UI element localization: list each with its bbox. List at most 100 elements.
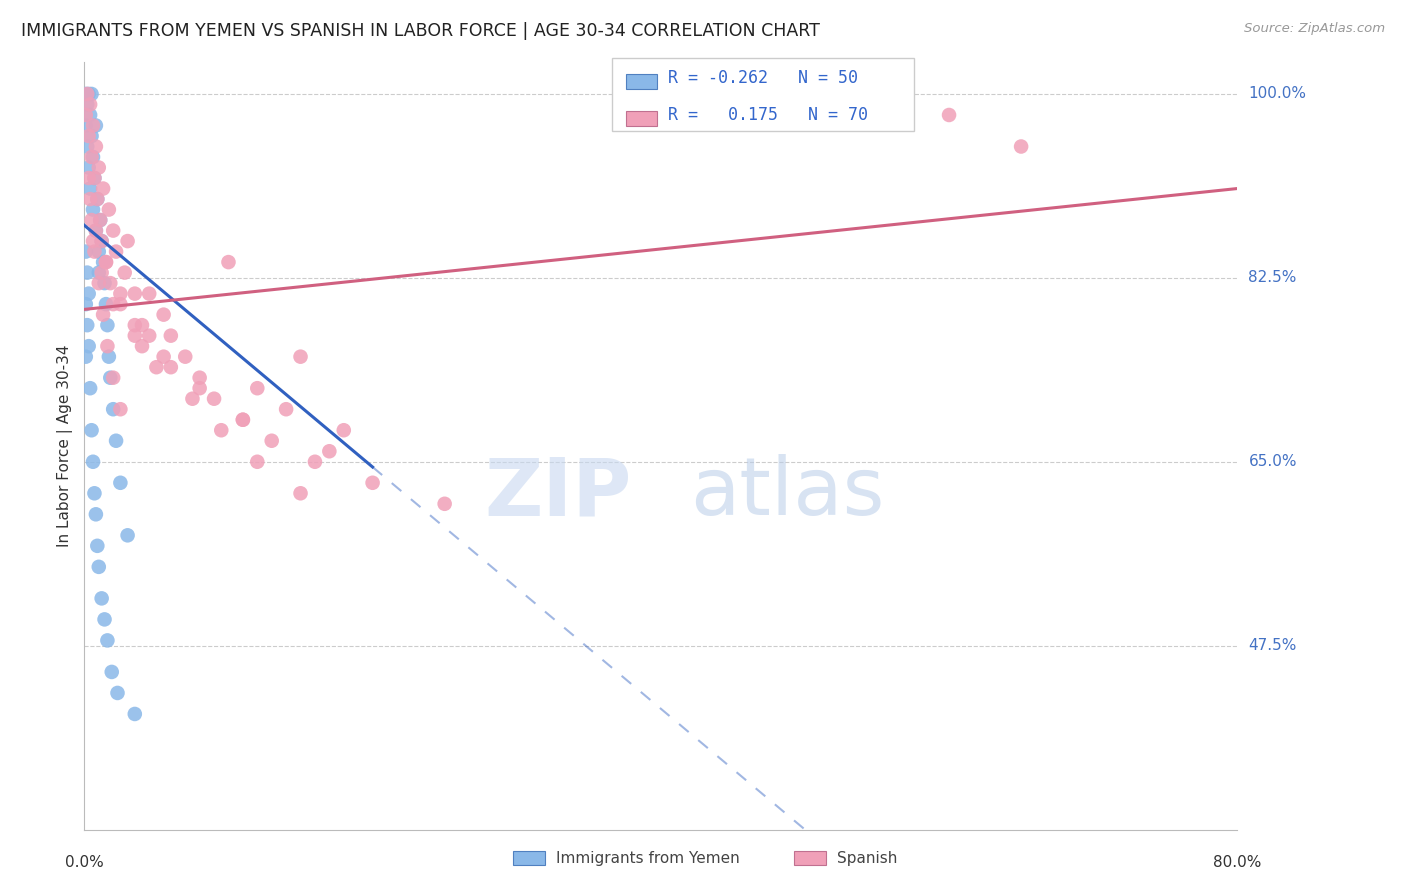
Point — [318, 444, 340, 458]
Point — [91, 181, 114, 195]
Point — [75, 297, 97, 311]
Point — [79, 181, 101, 195]
Text: 65.0%: 65.0% — [1249, 454, 1296, 469]
Point — [87, 266, 110, 280]
Text: 100.0%: 100.0% — [1249, 87, 1306, 102]
Point — [97, 202, 120, 217]
Point — [83, 486, 105, 500]
Point — [84, 508, 107, 522]
Text: 0.0%: 0.0% — [65, 855, 104, 870]
Point — [105, 434, 128, 448]
Point — [77, 171, 100, 186]
Point — [87, 161, 110, 175]
Point — [103, 402, 124, 417]
Point — [333, 423, 356, 437]
Point — [87, 244, 110, 259]
Point — [75, 119, 97, 133]
Point — [138, 286, 160, 301]
Point — [290, 350, 312, 364]
Point — [84, 223, 107, 237]
Point — [80, 423, 103, 437]
Point — [86, 192, 108, 206]
Point — [89, 213, 111, 227]
Text: R = -0.262   N = 50: R = -0.262 N = 50 — [668, 69, 858, 87]
Text: R =   0.175   N = 70: R = 0.175 N = 70 — [668, 105, 868, 124]
Point — [938, 108, 960, 122]
Point — [107, 686, 129, 700]
Point — [98, 276, 121, 290]
Point — [433, 497, 456, 511]
Text: 82.5%: 82.5% — [1249, 270, 1296, 285]
Point — [89, 213, 111, 227]
Point — [117, 234, 139, 248]
Point — [276, 402, 298, 417]
Point — [110, 475, 132, 490]
Point — [79, 381, 101, 395]
Point — [131, 318, 153, 333]
Point — [145, 360, 167, 375]
Point — [361, 475, 384, 490]
Point — [260, 434, 283, 448]
Text: Immigrants from Yemen: Immigrants from Yemen — [555, 851, 740, 865]
Point — [138, 328, 160, 343]
Point — [246, 381, 269, 395]
Point — [124, 706, 146, 721]
Point — [1010, 139, 1032, 153]
Point — [97, 350, 120, 364]
Point — [80, 87, 103, 101]
Point — [209, 423, 232, 437]
Point — [103, 297, 124, 311]
Point — [96, 339, 118, 353]
Point — [75, 108, 97, 122]
Y-axis label: In Labor Force | Age 30-34: In Labor Force | Age 30-34 — [58, 344, 73, 548]
Point — [103, 370, 124, 384]
Point — [232, 413, 254, 427]
Point — [124, 286, 146, 301]
Point — [82, 119, 104, 133]
Point — [160, 360, 183, 375]
Point — [82, 150, 104, 164]
Point — [76, 139, 98, 153]
Point — [105, 244, 128, 259]
Point — [110, 402, 132, 417]
Point — [84, 223, 107, 237]
Point — [84, 139, 107, 153]
Point — [83, 171, 105, 186]
Point — [202, 392, 225, 406]
Point — [188, 370, 211, 384]
Point — [87, 276, 110, 290]
Point — [93, 276, 115, 290]
Point — [124, 318, 146, 333]
Point — [152, 350, 174, 364]
Text: Source: ZipAtlas.com: Source: ZipAtlas.com — [1244, 22, 1385, 36]
Point — [131, 339, 153, 353]
Point — [76, 318, 98, 333]
Point — [117, 528, 139, 542]
Point — [86, 539, 108, 553]
Point — [93, 612, 115, 626]
Point — [83, 244, 105, 259]
Point — [100, 665, 122, 679]
Point — [82, 202, 104, 217]
Point — [188, 381, 211, 395]
Point — [75, 350, 97, 364]
Point — [98, 370, 121, 384]
Point — [84, 119, 107, 133]
Point — [76, 97, 98, 112]
Point — [174, 350, 197, 364]
Point — [90, 234, 112, 248]
Text: ZIP: ZIP — [485, 454, 633, 533]
Point — [76, 87, 98, 101]
Point — [77, 161, 100, 175]
Point — [110, 286, 132, 301]
Text: 80.0%: 80.0% — [1213, 855, 1261, 870]
Point — [110, 297, 132, 311]
Point — [94, 255, 117, 269]
Point — [80, 213, 103, 227]
Point — [181, 392, 204, 406]
Point — [96, 633, 118, 648]
Point — [80, 150, 103, 164]
Point — [152, 308, 174, 322]
Point — [90, 266, 112, 280]
Point — [87, 559, 110, 574]
